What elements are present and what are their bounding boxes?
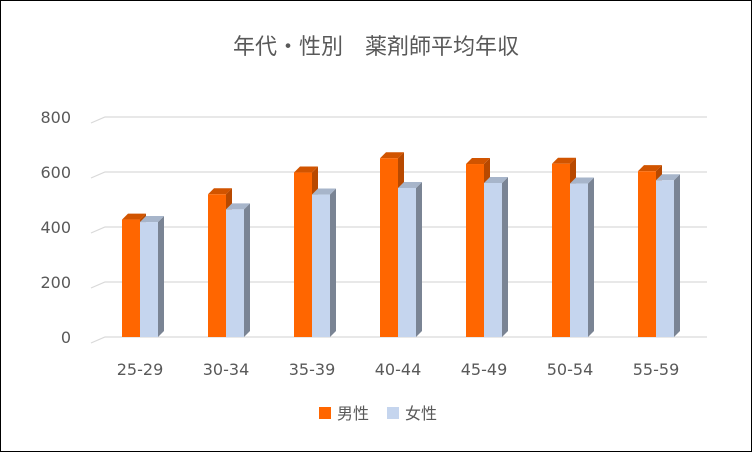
legend-label: 女性 xyxy=(405,404,437,423)
y-tick-label: 800 xyxy=(40,108,71,127)
legend-item: 男性 xyxy=(319,404,369,423)
bar xyxy=(656,174,680,337)
bars xyxy=(122,152,680,337)
x-tick-label: 30-34 xyxy=(203,360,250,379)
x-tick-label: 25-29 xyxy=(117,360,164,379)
x-tick-label: 40-44 xyxy=(375,360,422,379)
gridline xyxy=(90,336,707,344)
y-tick-label: 400 xyxy=(40,218,71,237)
gridline xyxy=(90,116,707,124)
x-tick-label: 45-49 xyxy=(461,360,508,379)
legend-item: 女性 xyxy=(387,404,437,423)
x-tick-label: 55-59 xyxy=(633,360,680,379)
y-tick-label: 600 xyxy=(40,163,71,182)
chart-title: 年代・性別 薬剤師平均年収 xyxy=(233,35,519,60)
bar xyxy=(570,177,594,337)
x-tick-label: 50-54 xyxy=(547,360,594,379)
bar xyxy=(140,216,164,337)
legend-swatch xyxy=(387,407,399,419)
legend: 男性 女性 xyxy=(319,404,437,423)
y-tick-label: 200 xyxy=(40,273,71,292)
legend-label: 男性 xyxy=(337,404,369,423)
gridline xyxy=(90,171,707,179)
bar xyxy=(226,203,250,337)
bar xyxy=(398,181,422,337)
y-tick-label: 0 xyxy=(61,328,71,347)
legend-swatch xyxy=(319,407,331,419)
x-tick-label: 35-39 xyxy=(289,360,336,379)
bar xyxy=(312,188,336,337)
x-axis: 25-29 30-34 35-39 40-44 45-49 50-54 55-59 xyxy=(117,360,680,379)
y-axis: 0 200 400 600 800 xyxy=(40,108,71,347)
bar xyxy=(484,177,508,337)
